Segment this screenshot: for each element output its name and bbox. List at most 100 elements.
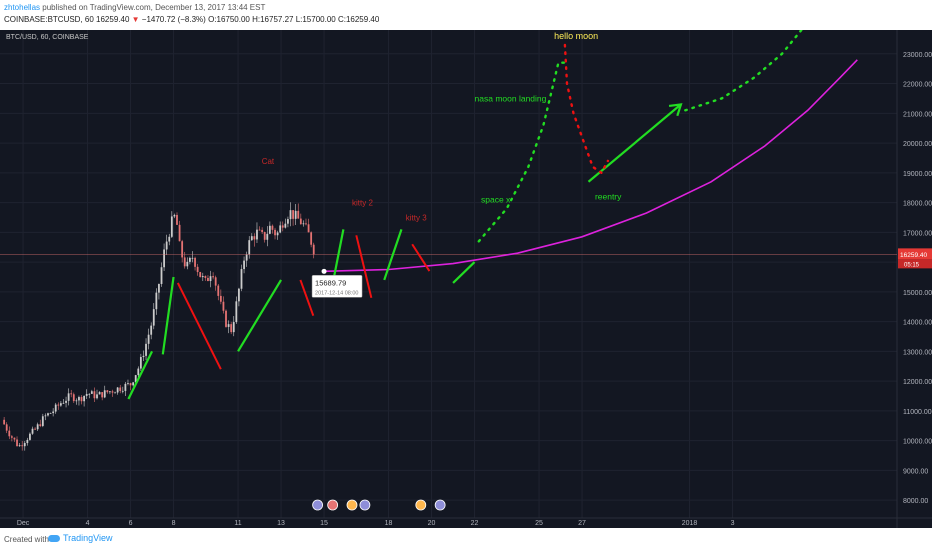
published-text: published on TradingView.com, December 1…: [42, 3, 266, 12]
symbol-price: COINBASE:BTCUSD, 60 16259.40: [4, 15, 130, 24]
symbol-label: BTC/USD, 60, COINBASE: [6, 34, 89, 41]
x-tick-label: 22: [471, 520, 479, 527]
candle-body: [163, 249, 165, 268]
candle-body: [111, 391, 114, 393]
candle-body: [150, 325, 153, 335]
candle-body: [168, 236, 171, 242]
candle-body: [305, 223, 307, 225]
green-trend-line: [237, 279, 282, 352]
candle-body: [26, 439, 29, 444]
annotation-reentry: reentry: [595, 192, 622, 202]
candle-body: [230, 324, 233, 333]
red-trend-line: [411, 243, 431, 272]
candle-body: [109, 391, 111, 393]
y-tick-label: 23000.00: [903, 52, 932, 59]
tooltip-marker: [321, 268, 327, 274]
candle-body: [287, 219, 289, 224]
candle-body: [225, 310, 227, 327]
candle-body: [178, 224, 181, 242]
candle-body: [93, 391, 96, 399]
x-tick-label: 25: [535, 520, 543, 527]
annotation-cat: Cat: [262, 157, 275, 166]
chart-area[interactable]: 15689.79 2017-12-14 08:00 23000.00 22000.0…: [0, 30, 932, 528]
candle-body: [248, 240, 251, 255]
candle-body: [10, 436, 13, 438]
candle-body: [80, 397, 83, 402]
candle-body: [98, 392, 101, 395]
price-chart[interactable]: 15689.79 2017-12-14 08:00 23000.00 22000.0…: [0, 30, 932, 528]
candle-body: [160, 267, 163, 284]
candle-body: [36, 424, 39, 430]
candle-body: [274, 229, 276, 236]
candle-body: [173, 214, 176, 217]
tradingview-logo[interactable]: TradingView: [48, 533, 113, 543]
candle-body: [207, 277, 209, 282]
candle-body: [238, 288, 240, 302]
candle-body: [276, 232, 279, 236]
candle-body: [253, 236, 256, 240]
candle-body: [204, 276, 207, 278]
candle-body: [72, 394, 75, 402]
candle-body: [139, 357, 142, 369]
x-tick-label: 13: [277, 520, 285, 527]
candle-body: [75, 400, 78, 402]
candle-body: [299, 218, 302, 225]
candle-body: [258, 229, 261, 231]
candle-body: [41, 416, 44, 426]
candle-body: [186, 261, 189, 267]
candle-body: [57, 404, 60, 406]
candle-body: [256, 229, 258, 240]
x-tick-label: 8: [172, 520, 176, 527]
candle-body: [83, 395, 86, 402]
candle-body: [232, 322, 235, 333]
y-tick-label: 20000.00: [903, 141, 932, 148]
candle-body: [132, 382, 135, 386]
candle-body: [116, 387, 119, 393]
y-tick-label: 21000.00: [903, 111, 932, 118]
candle-body: [121, 390, 124, 392]
x-tick-label: 3: [731, 520, 735, 527]
countdown-value: 05:15: [904, 262, 920, 268]
tooltip-box: [311, 275, 363, 298]
candle-body: [62, 402, 65, 404]
candle-body: [261, 229, 264, 233]
candle-body: [59, 403, 62, 406]
candle-body: [281, 225, 284, 228]
candle-body: [279, 225, 282, 233]
red-trend-line: [299, 279, 315, 316]
candle-body: [18, 445, 21, 447]
event-icon: [359, 499, 371, 511]
candle-body: [245, 254, 248, 261]
candle-body: [310, 232, 313, 245]
ohlc-line: COINBASE:BTCUSD, 60 16259.40 ▼ −1470.72 …: [4, 15, 379, 24]
tooltip-date: 2017-12-14 08:00: [315, 290, 358, 296]
candle-body: [312, 244, 315, 255]
green-trend-line: [383, 229, 403, 281]
candle-body: [302, 223, 305, 225]
event-icon: [434, 499, 446, 511]
candle-body: [263, 232, 266, 240]
candle-body: [21, 445, 24, 447]
candle-body: [70, 393, 73, 395]
y-tick-label: 9000.00: [903, 468, 928, 475]
candle-body: [297, 210, 300, 219]
down-arrow-icon: ▼: [131, 15, 140, 24]
author-link[interactable]: zhtohellas: [4, 3, 41, 12]
last-price-badge: [898, 248, 932, 260]
candle-body: [219, 295, 222, 302]
candle-body: [152, 309, 155, 326]
candle-body: [214, 277, 217, 286]
candle-body: [29, 433, 31, 440]
candle-body: [54, 404, 57, 412]
candle-body: [145, 343, 147, 356]
candle-body: [3, 419, 6, 425]
candle-body: [196, 266, 199, 273]
tooltip-price: 15689.79: [315, 278, 346, 287]
candle-body: [96, 394, 98, 399]
annotation-space_x: space x: [481, 195, 511, 205]
candle-body: [158, 283, 160, 293]
candle-body: [250, 236, 253, 241]
event-icon: [327, 499, 339, 511]
candle-body: [183, 257, 186, 267]
candle-body: [212, 276, 215, 278]
